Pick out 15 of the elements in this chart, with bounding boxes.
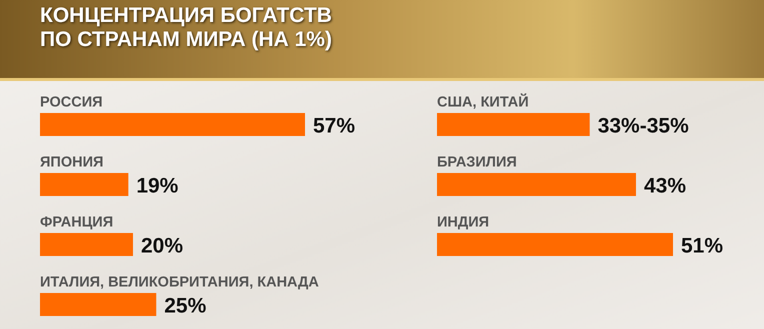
y-tick-label: США, КИТАЙ bbox=[437, 92, 529, 110]
y-tick-label: ФРАНЦИЯ bbox=[40, 214, 114, 230]
data-label: 25% bbox=[164, 294, 207, 318]
chart-title: КОНЦЕНТРАЦИЯ БОГАТСТВ ПО СТРАНАМ МИРА (НА 1%) bbox=[40, 4, 332, 52]
y-tick-label: ИТАЛИЯ, ВЕЛИКОБРИТАНИЯ, КАНАДА bbox=[40, 274, 320, 290]
y-tick-label: БРАЗИЛИЯ bbox=[437, 154, 517, 170]
data-label: 51% bbox=[681, 234, 724, 258]
y-tick-label: ЯПОНИЯ bbox=[40, 154, 104, 170]
y-tick-label: РОССИЯ bbox=[40, 94, 103, 110]
data-label: 57% bbox=[313, 114, 356, 138]
data-label: 43% bbox=[644, 174, 686, 198]
y-tick-label: ИНДИЯ bbox=[437, 214, 490, 230]
data-label: 33%-35% bbox=[598, 114, 690, 138]
data-label: 20% bbox=[140, 234, 184, 258]
data-label: 19% bbox=[136, 174, 179, 198]
